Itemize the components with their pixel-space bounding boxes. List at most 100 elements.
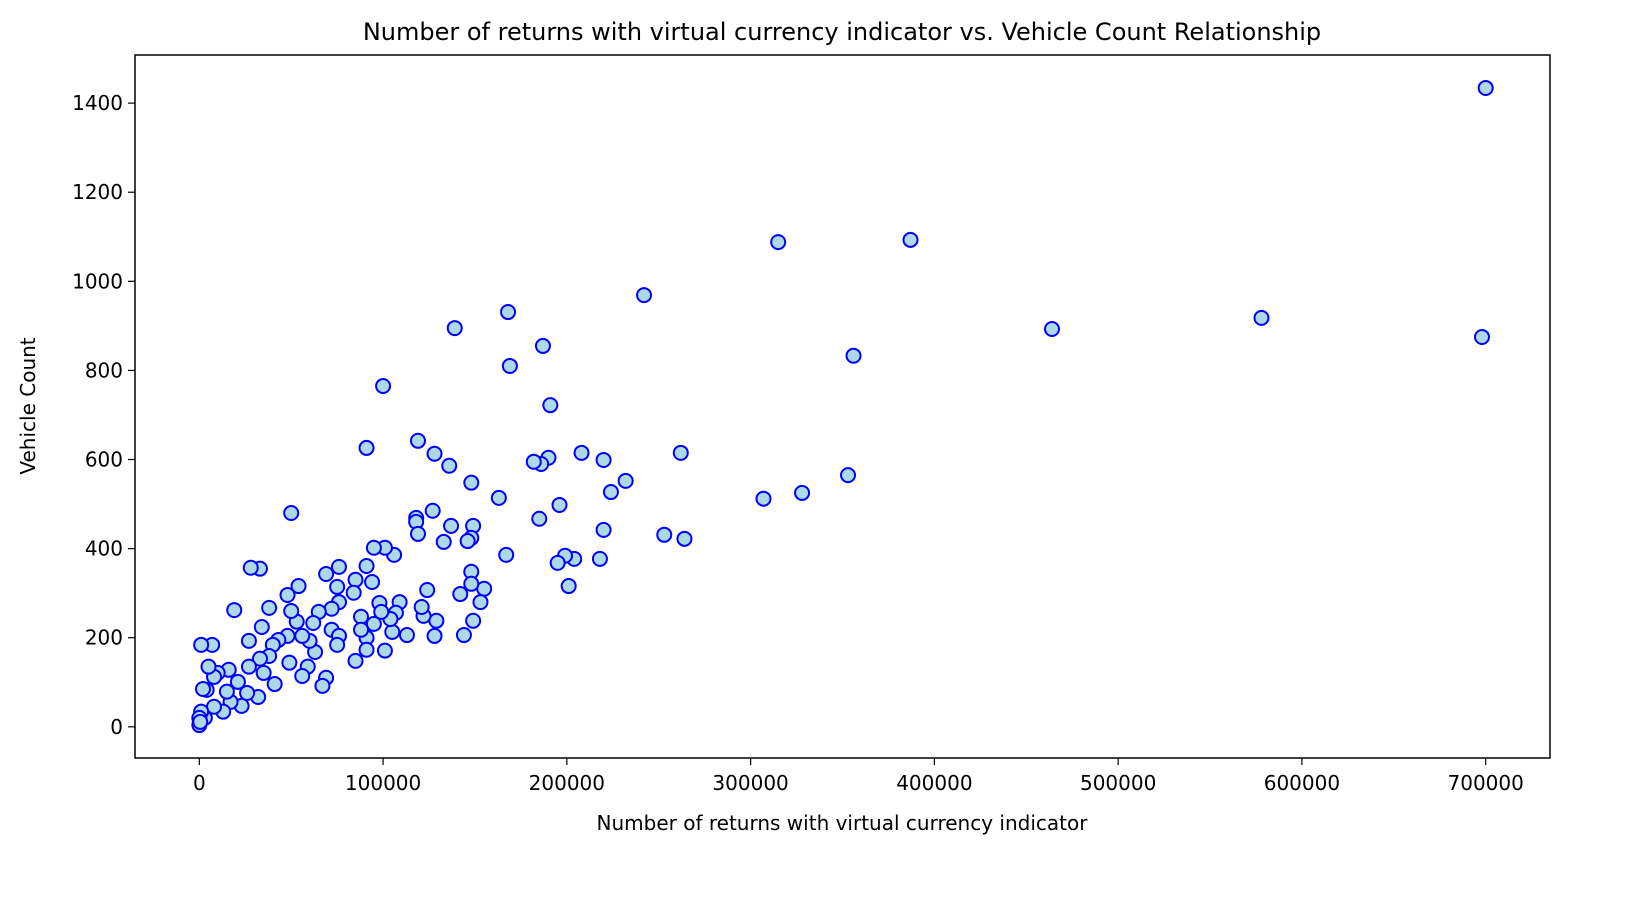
x-tick-label: 100000 <box>345 771 421 795</box>
point <box>446 320 463 337</box>
x-tick-label: 600000 <box>1264 771 1340 795</box>
point <box>398 627 415 644</box>
point <box>242 559 259 576</box>
point <box>452 586 469 603</box>
point <box>294 668 311 685</box>
point <box>384 623 401 640</box>
point <box>465 612 482 629</box>
point <box>305 615 322 632</box>
point <box>435 533 452 550</box>
point <box>672 444 689 461</box>
point <box>347 652 364 669</box>
plot-frame <box>134 54 1551 759</box>
point <box>240 658 257 675</box>
point <box>365 615 382 632</box>
point <box>318 566 335 583</box>
point <box>463 575 480 592</box>
point <box>314 677 331 694</box>
x-tick-label: 400000 <box>896 771 972 795</box>
chart-title: Number of returns with virtual currency … <box>363 18 1321 46</box>
point <box>253 619 270 636</box>
point <box>194 680 211 697</box>
point <box>840 467 857 484</box>
point <box>755 490 772 507</box>
point <box>1253 309 1270 326</box>
x-tick-label: 300000 <box>712 771 788 795</box>
point <box>602 484 619 501</box>
point <box>251 650 268 667</box>
point <box>345 584 362 601</box>
point <box>373 603 390 620</box>
point <box>500 304 517 321</box>
point <box>549 554 566 571</box>
point <box>551 496 568 513</box>
point <box>358 439 375 456</box>
x-tick-label: 0 <box>193 771 206 795</box>
point <box>490 489 507 506</box>
point <box>353 621 370 638</box>
x-tick-label: 500000 <box>1080 771 1156 795</box>
point <box>364 574 381 591</box>
point <box>676 530 693 547</box>
point <box>283 602 300 619</box>
point <box>413 598 430 615</box>
point <box>534 337 551 354</box>
point <box>239 684 256 701</box>
x-tick-label: 700000 <box>1448 771 1524 795</box>
point <box>902 231 919 248</box>
point <box>459 533 476 550</box>
point <box>1043 320 1060 337</box>
point <box>410 525 426 542</box>
point <box>595 451 612 468</box>
point <box>290 578 307 595</box>
point <box>498 546 515 563</box>
point <box>294 627 311 644</box>
point <box>560 578 577 595</box>
y-tick-label: 1200 <box>72 180 123 204</box>
point <box>375 378 392 395</box>
point <box>656 526 673 543</box>
point <box>281 654 298 671</box>
point <box>794 484 811 501</box>
point <box>424 502 441 519</box>
point <box>441 457 458 474</box>
point <box>501 357 518 374</box>
y-tick-label: 1400 <box>72 91 123 115</box>
point <box>200 658 217 675</box>
point <box>1474 329 1491 346</box>
point <box>240 632 257 649</box>
y-tick-label: 1000 <box>72 269 123 293</box>
point <box>255 664 272 681</box>
point <box>525 453 542 470</box>
point <box>617 472 634 489</box>
point <box>426 627 443 644</box>
point <box>595 521 612 538</box>
y-tick-label: 600 <box>85 448 123 472</box>
point <box>329 636 346 653</box>
point <box>358 641 375 658</box>
point <box>426 445 443 462</box>
point <box>365 539 382 556</box>
point <box>261 599 278 616</box>
point <box>542 397 559 414</box>
point <box>376 642 393 659</box>
point <box>330 558 347 575</box>
point <box>573 444 590 461</box>
point <box>472 594 489 611</box>
point <box>323 600 340 617</box>
point <box>591 550 608 567</box>
y-tick-label: 200 <box>85 626 123 650</box>
point <box>443 517 460 534</box>
point <box>410 432 426 449</box>
point <box>358 557 375 574</box>
point <box>279 586 296 603</box>
point <box>347 571 364 588</box>
point <box>192 713 209 730</box>
point <box>845 347 862 364</box>
y-axis-label: Vehicle Count <box>16 337 40 474</box>
point <box>229 673 246 690</box>
y-tick-label: 0 <box>110 715 123 739</box>
y-tick-label: 800 <box>85 358 123 382</box>
